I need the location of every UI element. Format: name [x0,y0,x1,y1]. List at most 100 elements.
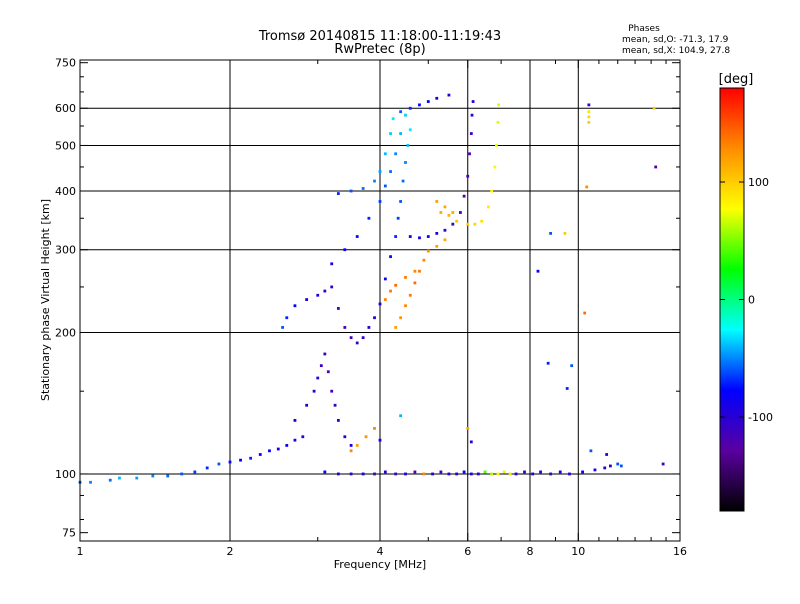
y-tick-label: 750 [55,57,76,70]
y-tick-label: 500 [55,139,76,152]
data-point [404,275,407,279]
data-points [78,93,665,484]
y-axis-label: Stationary phase Virtual Height [km] [39,199,52,401]
data-point [394,326,398,329]
data-point [593,468,597,472]
y-tick-label: 400 [55,185,76,198]
data-point [496,120,500,124]
data-point [336,472,340,476]
data-point [323,289,327,293]
data-point [378,200,382,203]
data-point [355,444,359,447]
data-point [276,447,280,451]
data-point [469,132,473,135]
data-point [285,316,289,320]
y-tick-label: 600 [55,102,76,115]
data-point [404,472,407,476]
data-point [455,219,459,223]
data-point [565,387,569,390]
data-point [396,216,400,220]
data-point [228,460,232,464]
data-point [373,472,376,476]
stats-title: Phases [628,24,660,34]
data-point [312,389,316,393]
data-point [404,304,407,308]
data-point [293,304,297,308]
data-point [466,427,470,430]
data-point [268,449,271,453]
data-point [587,103,591,107]
data-point [546,361,550,365]
data-point [316,376,320,380]
data-point [480,219,484,223]
data-point [205,466,209,470]
data-point [355,341,359,345]
x-tick-label: 4 [377,545,384,558]
data-point [399,316,403,320]
data-point [568,472,571,476]
grid-lines [80,60,680,541]
data-point [361,472,365,476]
data-point [305,298,309,301]
data-point [493,165,497,169]
data-point [239,458,242,462]
data-point [333,403,337,407]
data-point [349,472,353,476]
data-point [609,464,612,468]
x-tick-label: 8 [527,545,534,558]
data-point [373,316,376,320]
data-point [383,184,387,188]
data-point [330,262,334,266]
data-point [451,211,455,214]
data-point [258,453,262,456]
data-point [468,152,471,156]
data-point [413,281,417,285]
y-tick-label: 200 [55,326,76,339]
data-point [490,189,494,193]
data-point [408,106,412,110]
data-point [355,235,359,238]
x-tick-labels: 1 2 4 6 8 10 16 [77,545,688,558]
data-point [293,419,297,422]
data-point [486,205,490,209]
data-point [536,269,540,273]
data-point [301,435,305,439]
data-point [151,474,155,478]
data-point [459,211,462,214]
data-point [587,110,591,114]
data-point [581,470,584,474]
data-point [394,283,398,287]
x-tick-label: 1 [77,545,84,558]
data-point [394,235,398,238]
data-point [558,470,562,474]
x-tick-label: 10 [571,545,585,558]
colorbar-tick-label: 0 [748,294,755,307]
data-point [323,470,327,474]
data-point [418,236,421,240]
data-point [443,228,447,232]
data-point [549,472,553,476]
data-point [476,472,480,476]
data-point [343,326,347,329]
data-point [466,174,470,178]
data-point [455,472,459,476]
data-point [447,213,451,217]
data-point [349,336,353,340]
data-point [367,216,371,220]
data-point [418,269,421,273]
data-point [447,93,451,97]
colorbar: [deg] 100 0 -100 [719,72,773,512]
data-point [217,462,221,466]
data-point [539,470,542,474]
data-point [343,435,347,439]
data-point [285,444,289,447]
data-point [531,472,535,476]
x-tick-label: 6 [464,545,471,558]
data-point [326,370,330,374]
data-point [422,258,426,262]
data-point [413,470,417,474]
data-point [406,144,410,147]
data-point [654,165,658,169]
data-point [549,231,553,235]
